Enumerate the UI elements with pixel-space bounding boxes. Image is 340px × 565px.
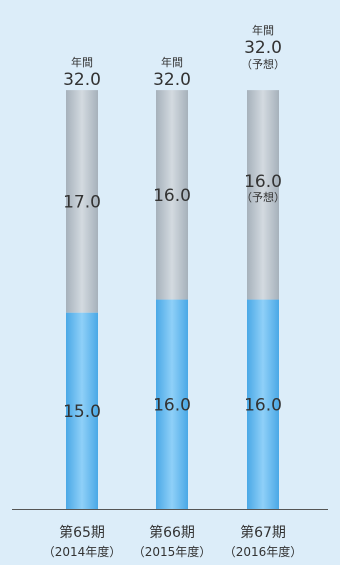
- bar-segment-lower-3: [247, 299, 279, 509]
- category-label: 第66期: [149, 524, 195, 541]
- total-value-label: 32.0: [153, 70, 191, 90]
- category-label: 第65期: [59, 524, 105, 541]
- total-note-label: （予想）: [241, 57, 285, 71]
- total-value-label: 32.0: [244, 38, 282, 58]
- segment-value-label: 16.0: [153, 186, 191, 206]
- total-caption: 年間: [71, 55, 93, 69]
- total-value-label: 32.0: [63, 70, 101, 90]
- category-sublabel: （2016年度）: [224, 544, 303, 559]
- segment-value-label: 16.0: [244, 172, 282, 192]
- category-sublabel: （2014年度）: [43, 544, 122, 559]
- total-caption: 年間: [161, 55, 183, 69]
- total-caption: 年間: [252, 23, 274, 37]
- segment-note-label: （予想）: [241, 190, 285, 204]
- bar-segment-upper-1: [66, 90, 98, 313]
- category-label: 第67期: [240, 524, 286, 541]
- segment-value-label: 15.0: [63, 402, 101, 422]
- category-sublabel: （2015年度）: [133, 544, 212, 559]
- segment-value-label: 16.0: [153, 395, 191, 415]
- bar-segment-upper-2: [156, 90, 188, 300]
- bar-segment-upper-3: [247, 90, 279, 300]
- segment-value-label: 16.0: [244, 395, 282, 415]
- bar-segment-lower-1: [66, 312, 98, 509]
- segment-value-label: 17.0: [63, 192, 101, 212]
- bar-segment-lower-2: [156, 299, 188, 509]
